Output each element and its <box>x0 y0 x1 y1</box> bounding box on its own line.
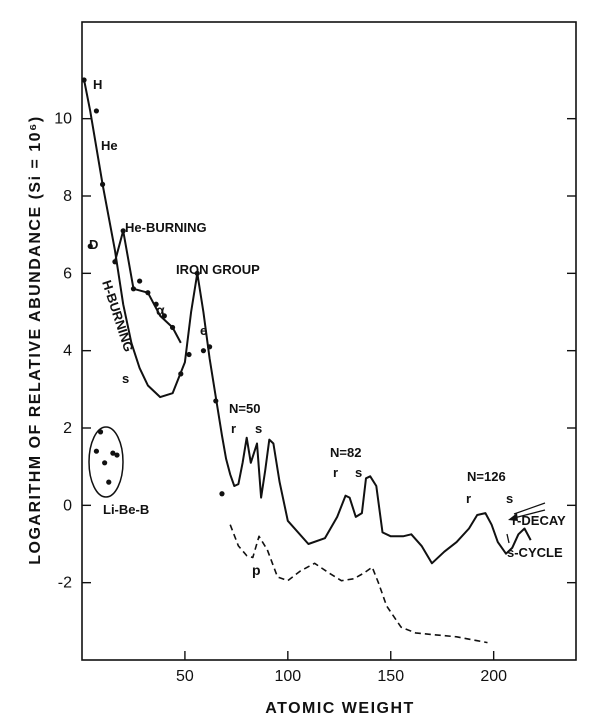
y-tick-label: -2 <box>58 575 72 592</box>
li-be-b-ellipse <box>88 426 124 498</box>
annotation-n82: N=82 <box>330 445 361 460</box>
annotation-he-burning: He-BURNING <box>125 220 207 235</box>
r-decay-arrow <box>513 509 546 519</box>
data-point <box>194 270 200 276</box>
data-point <box>81 77 87 83</box>
annotation-h: H <box>93 77 102 92</box>
annotation-r-n82: r <box>333 465 338 480</box>
annotation-r-n50: r <box>231 421 236 436</box>
plot-frame <box>81 21 577 661</box>
annotation-n126: N=126 <box>467 469 506 484</box>
s-cycle-arrow <box>506 533 510 544</box>
annotation-r-n126: r <box>466 491 471 506</box>
data-point <box>130 286 137 292</box>
y-tick-label: 2 <box>63 420 72 437</box>
data-point <box>213 398 219 404</box>
annotation-s-low: s <box>122 371 129 386</box>
li-be-b-point <box>93 448 100 454</box>
data-point <box>207 344 213 350</box>
series-line-1 <box>229 524 488 644</box>
data-point <box>200 348 207 354</box>
data-point <box>161 313 167 319</box>
data-point <box>145 290 151 296</box>
annotation-p: p <box>252 562 261 578</box>
annotation-li-be-b: Li-Be-B <box>103 502 149 517</box>
x-tick-label: 200 <box>480 668 507 685</box>
series-line-0 <box>83 79 532 565</box>
data-point <box>186 351 192 358</box>
annotation-he: He <box>101 138 118 153</box>
data-point <box>169 324 176 331</box>
x-tick-label: 150 <box>377 668 404 685</box>
y-axis-ticks: -2 0 2 4 6 8 10 <box>54 111 576 592</box>
li-be-b-point <box>102 460 108 466</box>
annotation-s-n82: s <box>355 465 362 480</box>
y-tick-label: 10 <box>54 111 72 128</box>
annotation-s-n50: s <box>255 421 262 436</box>
data-point <box>153 301 159 307</box>
x-tick-label: 100 <box>274 668 301 685</box>
data-point <box>99 181 106 187</box>
annotation-iron-group: IRON GROUP <box>176 262 260 277</box>
li-be-b-point <box>114 452 120 458</box>
annotation-r-decay: r-DECAY <box>512 513 566 528</box>
annotation-d: D <box>89 237 98 252</box>
annotation-s-n126: s <box>506 491 513 506</box>
li-be-b-point <box>106 479 112 485</box>
data-point <box>137 278 143 284</box>
li-be-b-point <box>110 450 116 456</box>
y-tick-label: 4 <box>63 343 72 360</box>
data-point <box>93 108 100 114</box>
annotation-h-burning: H-BURNING <box>99 278 136 353</box>
data-point <box>120 228 126 234</box>
annotation-e: e <box>200 323 207 338</box>
points-layer <box>81 77 225 497</box>
data-point <box>87 243 93 249</box>
x-tick-label: 50 <box>176 668 194 685</box>
data-point <box>112 259 118 265</box>
y-tick-label: 0 <box>63 497 72 514</box>
data-point <box>219 491 225 497</box>
r-decay-arrow-2 <box>513 502 546 515</box>
annotation-s-cycle: s-CYCLE <box>507 545 563 560</box>
data-point <box>178 371 184 377</box>
x-axis-ticks: 50 100 150 200 <box>176 651 507 685</box>
annotation-alpha: α <box>156 302 165 318</box>
y-axis-title: LOGARITHM OF RELATIVE ABUNDANCE (Si = 10… <box>27 115 44 565</box>
r-decay-arrowhead <box>508 513 518 521</box>
y-tick-label: 8 <box>63 188 72 205</box>
y-tick-label: 6 <box>63 265 72 282</box>
annotation-n50: N=50 <box>229 401 260 416</box>
series-layer <box>83 79 532 644</box>
x-axis-title: ATOMIC WEIGHT <box>265 700 415 717</box>
